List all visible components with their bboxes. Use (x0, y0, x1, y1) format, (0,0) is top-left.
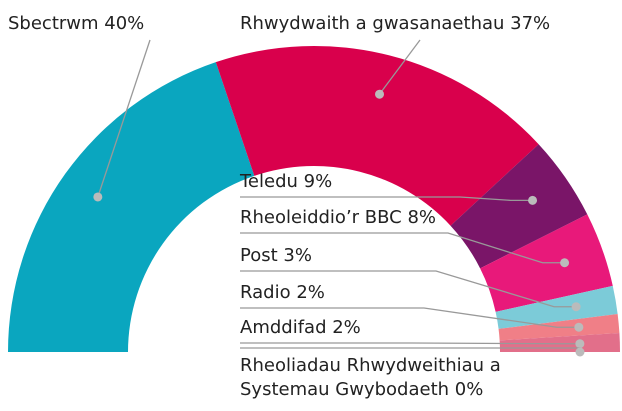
category-name: Rhwydwaith a gwasanaethau (240, 13, 505, 34)
leader-line (240, 270, 577, 308)
slice (499, 332, 620, 352)
slice-label: Amddifad 2% (240, 316, 361, 340)
slice (450, 144, 588, 269)
category-name: Post (240, 245, 278, 266)
leader-line (97, 39, 151, 198)
slice-label: Post 3% (240, 244, 312, 268)
category-name: Teledu (240, 171, 298, 192)
value-label: 37% (510, 13, 551, 34)
slice (495, 285, 618, 329)
slice (8, 62, 255, 353)
leader-dot (528, 195, 538, 205)
leader-line (240, 232, 565, 264)
leader-line (240, 342, 580, 345)
category-name: Amddifad (240, 317, 327, 338)
value-label: 40% (104, 13, 145, 34)
leader-dot (575, 347, 585, 357)
value-label: 9% (303, 171, 333, 192)
leader-dot (375, 89, 385, 99)
value-label: 3% (283, 245, 312, 266)
slice-label: Rheoleiddio’r BBC 8% (240, 206, 436, 230)
leader-line (240, 196, 533, 202)
slice-label: Teledu 9% (240, 170, 332, 194)
value-label: 8% (407, 207, 437, 228)
slice (215, 46, 539, 226)
slice-label: Rheoliadau Rhwydweithiau a Systemau Gwyb… (240, 354, 580, 402)
value-label: 2% (332, 317, 361, 338)
slice-label: Radio 2% (240, 281, 325, 305)
value-label: 0% (454, 379, 484, 400)
leader-dot (560, 258, 570, 268)
leader-dot (575, 339, 585, 349)
category-name: Sbectrwm (8, 13, 99, 34)
value-label: 2% (296, 282, 325, 303)
leader-dot (93, 192, 103, 202)
leader-dot (571, 302, 581, 312)
leader-line (240, 307, 579, 328)
slice-label: Sbectrwm 40% (8, 12, 144, 36)
category-name: Radio (240, 282, 291, 303)
leader-dot (574, 322, 584, 332)
category-name: Rheoliadau Rhwydweithiau a Systemau Gwyb… (240, 355, 501, 400)
category-name: Rheoleiddio’r BBC (240, 207, 402, 228)
leader-line (378, 39, 421, 95)
slice-label: Rhwydwaith a gwasanaethau 37% (240, 12, 550, 36)
